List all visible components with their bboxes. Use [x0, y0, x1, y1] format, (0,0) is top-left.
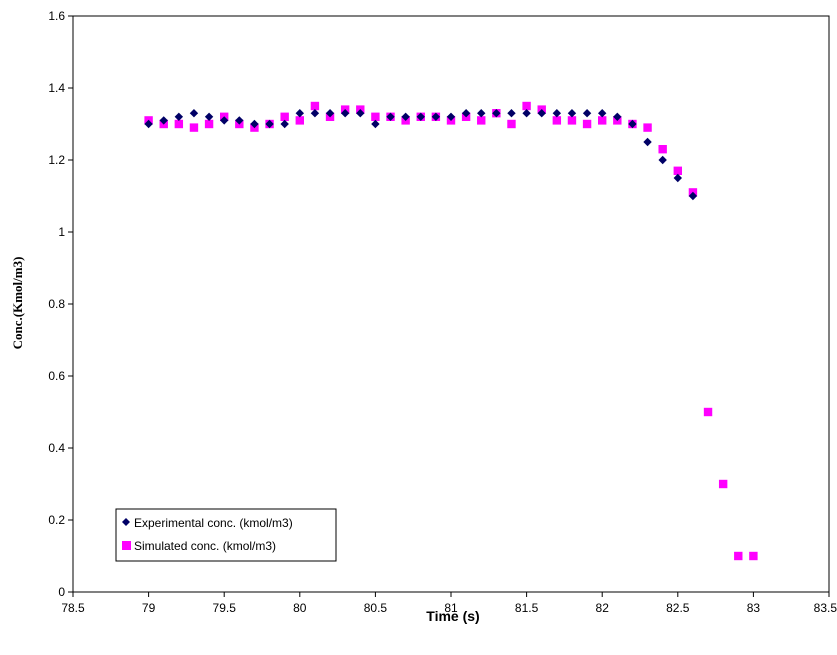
- data-point-simulated: [371, 112, 380, 121]
- data-point-experimental: [235, 116, 244, 125]
- data-point-experimental: [265, 119, 274, 129]
- y-tick-label: 0.6: [48, 369, 65, 383]
- legend-marker-simulated: [122, 541, 131, 550]
- x-axis: 78.5 79 79.5 80 80.5 81 81.5 82 82.5 83 83.5: [61, 592, 837, 615]
- data-point-experimental: [628, 119, 637, 129]
- data-point-experimental: [356, 109, 365, 118]
- series-experimental: [144, 109, 698, 201]
- x-tick-label: 81: [444, 601, 458, 615]
- data-point-experimental: [643, 137, 652, 147]
- data-point-simulated: [734, 551, 743, 561]
- x-tick-label: 83: [747, 601, 761, 615]
- data-point-experimental: [189, 109, 199, 118]
- data-point-experimental: [250, 119, 259, 129]
- y-tick-label: 0.2: [48, 513, 65, 527]
- data-point-simulated: [673, 166, 682, 175]
- data-point-simulated: [522, 101, 531, 111]
- data-point-experimental: [416, 112, 425, 121]
- x-tick-label: 80: [293, 601, 307, 615]
- data-point-simulated: [703, 407, 713, 417]
- data-point-experimental: [325, 109, 335, 118]
- data-point-experimental: [552, 109, 562, 118]
- data-point-experimental: [386, 112, 395, 121]
- data-point-experimental: [431, 112, 441, 121]
- data-point-experimental: [673, 173, 682, 183]
- y-tick-label: 1.6: [48, 9, 65, 23]
- data-point-simulated: [189, 123, 199, 132]
- x-axis-title: Time (s): [426, 608, 479, 624]
- y-tick-label: 1.4: [48, 81, 65, 95]
- data-point-experimental: [461, 109, 471, 118]
- data-point-simulated: [477, 116, 486, 125]
- data-point-simulated: [280, 112, 289, 121]
- data-point-simulated: [582, 119, 592, 129]
- legend: Experimental conc. (kmol/m3) Simulated c…: [115, 508, 337, 562]
- data-point-experimental: [688, 191, 698, 201]
- data-point-simulated: [310, 101, 320, 111]
- data-point-experimental: [492, 109, 501, 118]
- data-point-experimental: [340, 109, 350, 118]
- y-axis: 0 0.2 0.4 0.6 0.8 1 1.2 1.4 1.6: [48, 9, 73, 599]
- series-layer: [144, 101, 758, 561]
- legend-box: [115, 508, 337, 562]
- x-tick-label: 83.5: [814, 601, 837, 615]
- data-point-experimental: [658, 155, 667, 165]
- legend-label-simulated: Simulated conc. (kmol/m3): [134, 539, 276, 553]
- data-point-experimental: [613, 112, 622, 121]
- data-point-experimental: [371, 119, 380, 129]
- data-point-simulated: [567, 116, 577, 125]
- data-point-experimental: [174, 112, 184, 121]
- data-point-simulated: [718, 479, 728, 489]
- data-point-simulated: [295, 116, 304, 125]
- data-point-simulated: [598, 116, 607, 125]
- legend-marker-experimental: [122, 518, 130, 526]
- data-point-experimental: [567, 109, 577, 118]
- data-point-experimental: [522, 109, 531, 118]
- y-tick-label: 1.2: [48, 153, 65, 167]
- x-tick-label: 79.5: [213, 601, 237, 615]
- x-tick-label: 82: [596, 601, 610, 615]
- data-point-experimental: [220, 116, 229, 125]
- data-point-experimental: [582, 109, 592, 118]
- data-point-experimental: [159, 116, 168, 125]
- x-tick-label: 80.5: [364, 601, 388, 615]
- legend-label-experimental: Experimental conc. (kmol/m3): [134, 516, 293, 530]
- data-point-experimental: [401, 112, 410, 121]
- data-point-experimental: [598, 109, 607, 118]
- data-point-simulated: [749, 551, 758, 561]
- y-tick-label: 0.4: [48, 441, 65, 455]
- data-point-simulated: [174, 119, 184, 129]
- data-point-experimental: [295, 109, 304, 118]
- y-tick-label: 1: [58, 225, 65, 239]
- data-point-simulated: [552, 116, 562, 125]
- x-tick-label: 79: [142, 601, 156, 615]
- y-tick-label: 0: [58, 585, 65, 599]
- data-point-simulated: [204, 119, 214, 129]
- y-axis-title: Conc.(Kmol/m3): [10, 257, 25, 350]
- data-point-experimental: [144, 119, 153, 129]
- data-point-experimental: [280, 119, 289, 129]
- data-point-experimental: [446, 112, 456, 121]
- data-point-simulated: [643, 123, 652, 132]
- data-point-experimental: [537, 109, 546, 118]
- data-point-experimental: [507, 109, 516, 118]
- data-point-simulated: [507, 119, 516, 129]
- data-point-experimental: [204, 112, 214, 121]
- x-tick-label: 81.5: [515, 601, 539, 615]
- data-point-experimental: [310, 109, 320, 118]
- data-point-simulated: [658, 145, 667, 154]
- y-tick-label: 0.8: [48, 297, 65, 311]
- x-tick-label: 78.5: [61, 601, 85, 615]
- data-point-experimental: [477, 109, 486, 118]
- x-tick-label: 82.5: [666, 601, 690, 615]
